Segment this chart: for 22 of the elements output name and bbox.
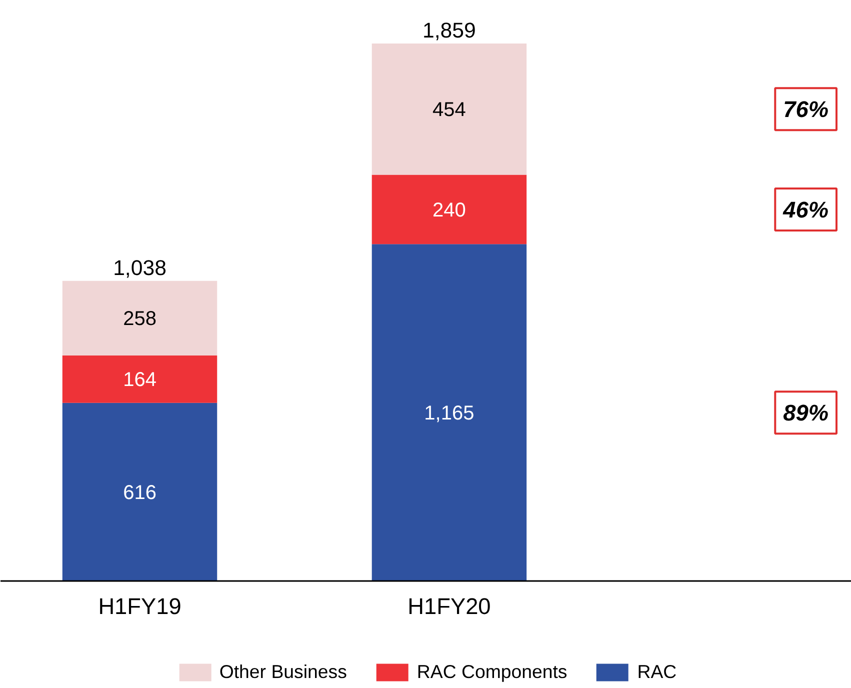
bar: [372, 44, 527, 175]
bar: [62, 280, 218, 356]
bar: [62, 402, 218, 581]
x-tick-label: H1FY19: [98, 593, 182, 619]
data-label: 454: [432, 99, 466, 122]
annotation: 76%: [783, 96, 829, 122]
annotation: 46%: [782, 196, 829, 222]
data-label: 258: [123, 308, 156, 330]
bar: [372, 174, 527, 244]
annotation: 89%: [783, 400, 829, 426]
data-label: 240: [432, 199, 466, 222]
data-label: 616: [123, 482, 156, 504]
legend-label: RAC Components: [416, 661, 568, 683]
total-label: 1,859: [422, 18, 476, 42]
bar: [372, 244, 527, 581]
legend-label: RAC: [637, 661, 677, 683]
data-label: 164: [123, 369, 156, 392]
data-label: 1,165: [424, 402, 474, 425]
bar: [62, 355, 218, 403]
total-label: 1,038: [113, 256, 166, 280]
legend-label: Other Business: [219, 661, 347, 683]
x-tick-label: H1FY20: [408, 593, 491, 619]
